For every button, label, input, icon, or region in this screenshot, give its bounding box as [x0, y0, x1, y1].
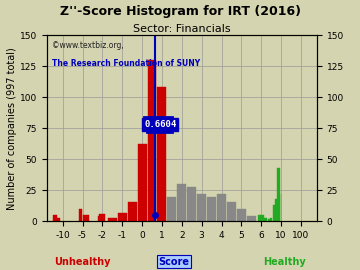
Bar: [118, 213, 127, 221]
Bar: [83, 215, 89, 221]
Bar: [99, 214, 105, 221]
Text: ©www.textbiz.org,: ©www.textbiz.org,: [52, 41, 124, 50]
Bar: [258, 215, 264, 221]
Bar: [148, 60, 157, 221]
Bar: [270, 218, 272, 221]
Bar: [128, 201, 137, 221]
Bar: [217, 194, 226, 221]
Bar: [273, 205, 275, 221]
Bar: [227, 201, 236, 221]
Bar: [247, 217, 256, 221]
Bar: [157, 87, 166, 221]
Text: The Research Foundation of SUNY: The Research Foundation of SUNY: [52, 59, 200, 68]
Bar: [265, 218, 267, 221]
Text: Z''-Score Histogram for IRT (2016): Z''-Score Histogram for IRT (2016): [59, 5, 301, 18]
Title: Sector: Financials: Sector: Financials: [133, 24, 231, 34]
Bar: [57, 218, 60, 221]
Bar: [98, 217, 100, 221]
Bar: [187, 187, 196, 221]
Bar: [237, 209, 246, 221]
Y-axis label: Number of companies (997 total): Number of companies (997 total): [7, 47, 17, 210]
Text: 0.6604: 0.6604: [144, 120, 176, 129]
Text: Unhealthy: Unhealthy: [54, 257, 110, 267]
Bar: [278, 168, 280, 221]
Bar: [267, 219, 270, 221]
Bar: [53, 215, 57, 221]
Bar: [138, 144, 147, 221]
Bar: [167, 197, 176, 221]
Bar: [79, 209, 82, 221]
Bar: [275, 199, 277, 221]
Bar: [207, 197, 216, 221]
Bar: [197, 194, 206, 221]
Bar: [108, 218, 117, 221]
Bar: [262, 218, 265, 221]
Text: Score: Score: [158, 257, 189, 267]
Bar: [177, 184, 186, 221]
Text: Healthy: Healthy: [263, 257, 306, 267]
